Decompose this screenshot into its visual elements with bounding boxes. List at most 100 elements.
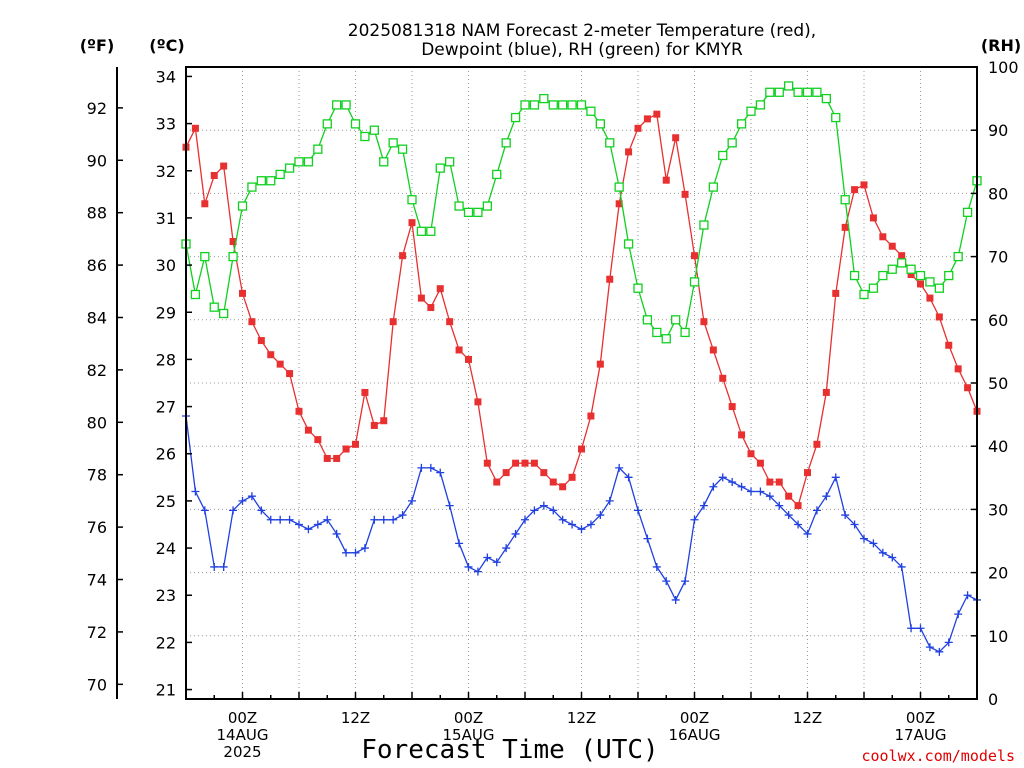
temperature-point bbox=[549, 478, 557, 486]
celsius-tick-label: 23 bbox=[156, 586, 176, 605]
axes: 70 72 74 76 78 80 82 84 86 88 90 92 21 22 23 24 25 26 27 28… bbox=[87, 58, 1019, 761]
dewpoint-point bbox=[389, 515, 398, 524]
temperature-point bbox=[370, 421, 378, 429]
dewpoint-point bbox=[605, 496, 614, 505]
series-layer bbox=[181, 81, 982, 656]
x-tick-label: 2025 bbox=[223, 743, 261, 761]
temperature-point bbox=[615, 200, 623, 208]
temperature-point bbox=[841, 223, 849, 231]
temperature-point bbox=[540, 469, 548, 477]
rh-tick-label: 10 bbox=[988, 627, 1008, 646]
rh-point bbox=[689, 277, 700, 287]
dewpoint-point bbox=[219, 562, 228, 571]
celsius-tick-label: 27 bbox=[156, 398, 176, 417]
temperature-point bbox=[606, 275, 614, 283]
dewpoint-point bbox=[276, 515, 285, 524]
rh-tick-label: 70 bbox=[988, 248, 1008, 267]
rh-tick-label: 50 bbox=[988, 374, 1008, 393]
temperature-point bbox=[766, 478, 774, 486]
temperature-point bbox=[738, 431, 746, 439]
fahrenheit-tick-label: 80 bbox=[87, 413, 107, 432]
temperature-point bbox=[436, 285, 444, 293]
temperature-point bbox=[851, 186, 859, 194]
rh-point bbox=[718, 150, 728, 161]
dewpoint-point bbox=[210, 562, 219, 571]
rh-point bbox=[821, 93, 831, 104]
temperature-point bbox=[248, 318, 256, 326]
dewpoint-point bbox=[511, 529, 520, 538]
dewpoint-point bbox=[728, 478, 737, 487]
rh-point bbox=[642, 315, 653, 325]
rh-point bbox=[859, 289, 869, 300]
x-tick-label: 00Z bbox=[454, 709, 483, 727]
temperature-point bbox=[785, 492, 793, 500]
rh-tick-label: 90 bbox=[988, 121, 1008, 140]
rh-point bbox=[388, 138, 398, 148]
dewpoint-point bbox=[521, 515, 529, 524]
fahrenheit-tick-label: 76 bbox=[87, 518, 107, 537]
temperature-point bbox=[662, 176, 670, 184]
rh-point bbox=[510, 112, 521, 123]
dewpoint-point bbox=[417, 463, 426, 472]
y-axis-rh-label: (RH) bbox=[981, 36, 1021, 55]
x-tick-label: 00Z bbox=[228, 709, 257, 727]
rh-point bbox=[200, 251, 210, 262]
dewpoint-point bbox=[257, 506, 266, 515]
temperature-point bbox=[869, 214, 877, 222]
dewpoint-point bbox=[304, 525, 313, 534]
rh-point bbox=[332, 100, 342, 110]
celsius-tick-label: 22 bbox=[156, 633, 176, 652]
temperature-point bbox=[521, 459, 529, 467]
temperature-point bbox=[625, 148, 633, 156]
fahrenheit-tick-label: 78 bbox=[87, 466, 107, 485]
fahrenheit-tick-label: 74 bbox=[87, 571, 107, 590]
rh-point bbox=[802, 87, 813, 97]
rh-point bbox=[303, 157, 314, 167]
celsius-tick-label: 26 bbox=[156, 445, 176, 464]
temperature-point bbox=[408, 219, 416, 227]
temperature-point bbox=[728, 403, 736, 411]
temperature-point bbox=[399, 252, 407, 260]
rh-point bbox=[416, 226, 427, 236]
celsius-tick-label: 29 bbox=[156, 303, 176, 322]
dewpoint-point bbox=[756, 487, 765, 496]
rh-point bbox=[435, 163, 445, 173]
celsius-tick-label: 32 bbox=[156, 162, 176, 181]
temperature-point bbox=[926, 294, 934, 302]
dewpoint-point bbox=[888, 553, 897, 562]
dewpoint-point bbox=[549, 506, 558, 515]
celsius-tick-label: 24 bbox=[156, 539, 176, 558]
rh-point bbox=[671, 315, 681, 325]
temperature-point bbox=[653, 110, 661, 118]
temperature-point bbox=[578, 445, 585, 453]
rh-point bbox=[746, 106, 756, 116]
temperature-point bbox=[709, 346, 717, 354]
temperature-point bbox=[210, 171, 218, 179]
rh-point bbox=[755, 100, 766, 110]
dewpoint-point bbox=[285, 515, 294, 524]
rh-point bbox=[341, 100, 351, 110]
rh-point bbox=[313, 144, 323, 154]
dewpoint-point bbox=[747, 487, 755, 496]
rh-point bbox=[190, 289, 201, 300]
dewpoint-point bbox=[878, 548, 887, 557]
x-tick-label: 16AUG bbox=[669, 726, 721, 744]
dewpoint-point bbox=[963, 591, 972, 600]
rh-point bbox=[454, 201, 464, 211]
dewpoint-point bbox=[925, 643, 934, 652]
dewpoint-point bbox=[869, 539, 878, 548]
rh-tick-label: 20 bbox=[988, 564, 1008, 583]
rh-point bbox=[708, 182, 718, 192]
dewpoint-point bbox=[765, 492, 774, 501]
fahrenheit-tick-label: 72 bbox=[87, 623, 107, 642]
rh-point bbox=[812, 87, 822, 97]
dewpoint-point bbox=[586, 520, 595, 529]
rh-point bbox=[576, 100, 587, 110]
dewpoint-point bbox=[332, 529, 341, 538]
temperature-point bbox=[530, 459, 538, 467]
dewpoint-point bbox=[624, 473, 633, 482]
temperature-point bbox=[860, 181, 868, 189]
dewpoint-point bbox=[737, 482, 746, 491]
temperature-point bbox=[775, 478, 783, 486]
dewpoint-point bbox=[351, 548, 360, 557]
